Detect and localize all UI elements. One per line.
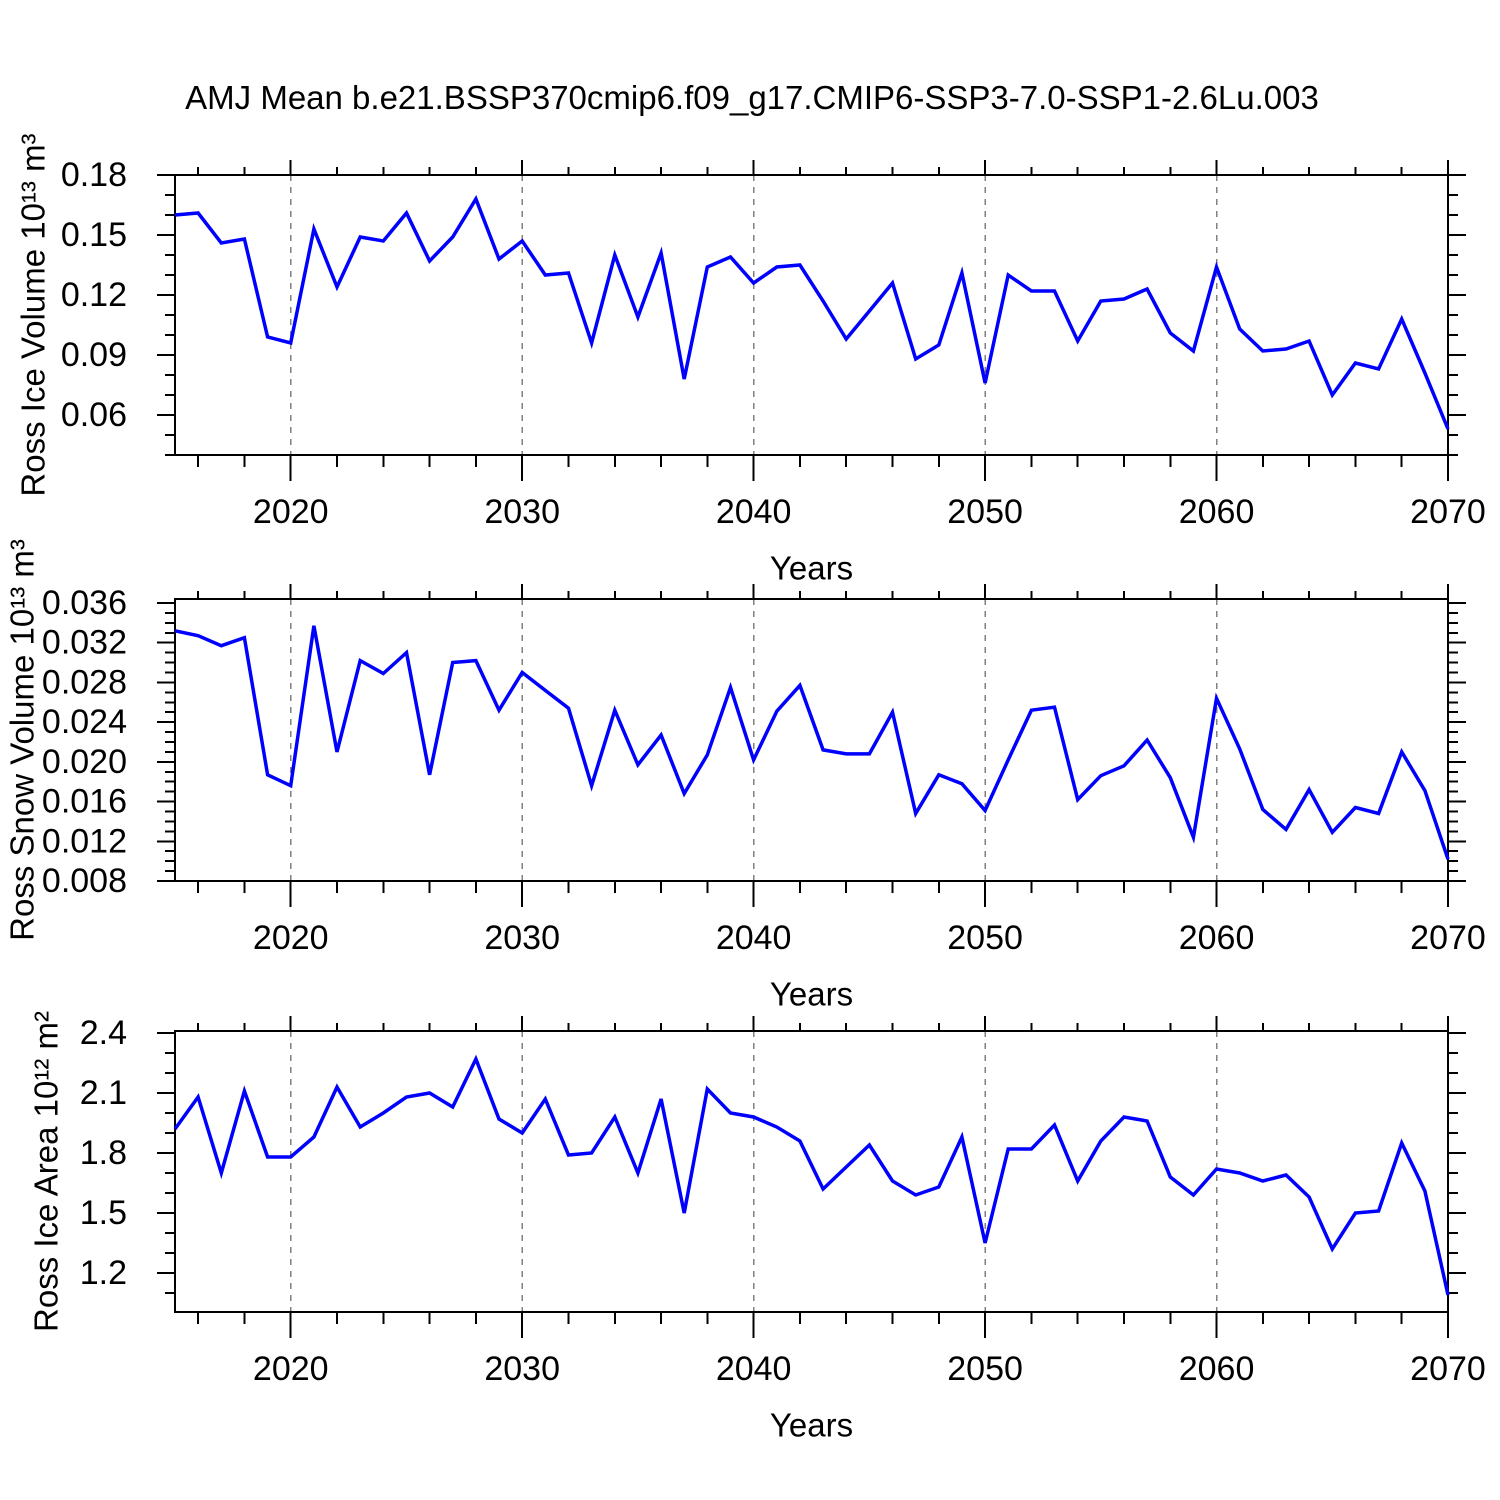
- y-tick-label: 0.06: [61, 396, 127, 434]
- x-tick-label: 2020: [253, 1350, 329, 1388]
- x-tick-label: 2040: [716, 1350, 792, 1388]
- y-tick-label: 0.008: [42, 862, 127, 900]
- x-tick-label: 2040: [716, 493, 792, 531]
- y-axis-title: Ross Snow Volume 10¹³ m³: [4, 539, 41, 941]
- y-tick-label: 0.036: [42, 584, 127, 622]
- x-tick-label: 2030: [484, 1350, 560, 1388]
- panel-middle: 2020 2030 2040 2050 2060 20700.0080.0120.0160…: [4, 539, 1486, 1012]
- y-tick-label: 2.1: [80, 1074, 127, 1112]
- x-tick-label: 2030: [484, 493, 560, 531]
- x-tick-label: 2050: [947, 493, 1023, 531]
- x-tick-label: 2030: [484, 919, 560, 957]
- plot-frame: [174, 598, 1449, 882]
- axes-group: [157, 160, 1466, 481]
- y-tick-label: 0.020: [42, 743, 127, 781]
- plot-frame: [174, 174, 1449, 456]
- x-tick-label: 2050: [947, 919, 1023, 957]
- y-axis-title: Ross Ice Area 10¹² m²: [28, 1011, 65, 1332]
- x-tick-label: 2070: [1410, 493, 1486, 531]
- y-tick-label: 0.18: [61, 156, 127, 194]
- panel-bottom: 2020 2030 2040 2050 2060 2070 1.2 1.5 1.8 2.1 2.4 Y…: [28, 1011, 1486, 1443]
- x-tick-label: 2060: [1179, 493, 1255, 531]
- x-tick-label: 2070: [1410, 1350, 1486, 1388]
- y-tick-label: 1.5: [80, 1194, 127, 1232]
- y-tick-label: 0.024: [42, 703, 127, 741]
- plot-frame: [174, 1030, 1449, 1313]
- y-tick-label: 0.028: [42, 663, 127, 701]
- x-tick-label: 2070: [1410, 919, 1486, 957]
- y-tick-label: 0.09: [61, 336, 127, 374]
- data-line-middle: [174, 625, 1450, 860]
- data-line-bottom: [173, 1054, 1450, 1296]
- y-tick-label: 1.8: [80, 1134, 127, 1172]
- x-tick-label: 2060: [1179, 1350, 1255, 1388]
- x-tick-label: 2020: [253, 919, 329, 957]
- y-axis-title: Ross Ice Volume 10¹³ m³: [15, 133, 52, 496]
- y-tick-label: 0.016: [42, 783, 127, 821]
- x-tick-label: 2060: [1179, 919, 1255, 957]
- axes-group: [157, 1016, 1466, 1338]
- y-tick-label: 0.032: [42, 624, 127, 662]
- figure-title: AMJ Mean b.e21.BSSP370cmip6.f09_g17.CMIP…: [185, 79, 1319, 116]
- x-tick-label: 2040: [716, 919, 792, 957]
- data-line-top: [174, 195, 1450, 430]
- x-tick-label: 2050: [947, 1350, 1023, 1388]
- y-tick-label: 1.2: [80, 1254, 127, 1292]
- axes-group: [157, 584, 1466, 907]
- panel-top: 2020 2030 2040 2050 2060 2070 0.06 0.09 0.12 0.15…: [15, 133, 1486, 586]
- y-tick-label: 0.12: [61, 276, 127, 314]
- y-tick-label: 0.15: [61, 216, 127, 254]
- y-tick-label: 0.012: [42, 822, 127, 860]
- x-axis-title: Years: [770, 976, 853, 1013]
- x-axis-title: Years: [770, 550, 853, 587]
- x-axis-title: Years: [770, 1407, 853, 1444]
- x-tick-label: 2020: [253, 493, 329, 531]
- y-tick-label: 2.4: [80, 1014, 127, 1052]
